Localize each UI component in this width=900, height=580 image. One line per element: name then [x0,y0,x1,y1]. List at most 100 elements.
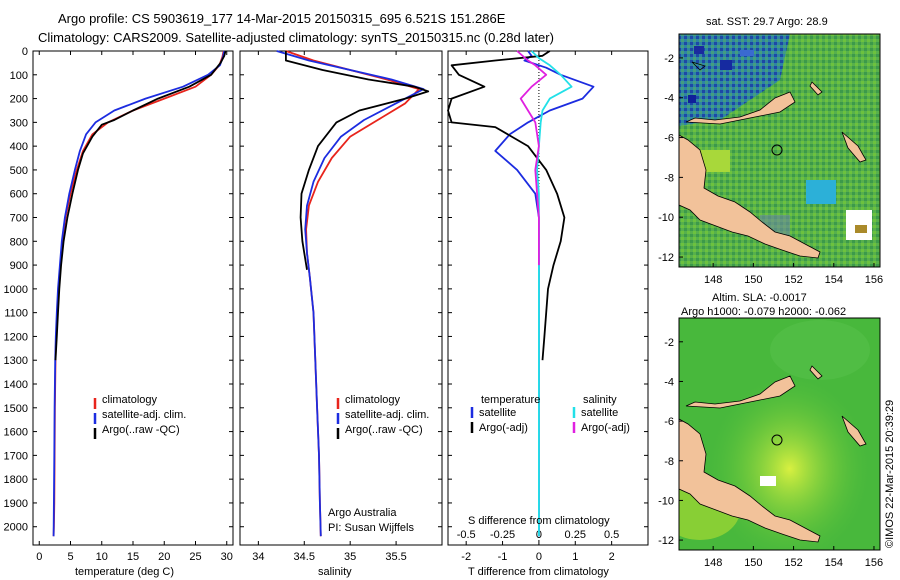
series-line-argo---raw--qc- [284,51,430,270]
argo-australia-label: Argo Australia [328,507,397,519]
top-x-tick-label: 0.5 [604,529,619,541]
x-tick-label: 10 [96,551,108,563]
map-x-tick-label: 156 [865,274,883,286]
map-y-tick-label: -4 [664,93,674,105]
depth-tick-label: 1500 [4,403,28,415]
credit-text: ©IMOS 22-Mar-2015 20:39:29 [884,400,896,548]
depth-tick-label: 1400 [4,379,28,391]
top-x-tick-label: -0.25 [490,529,515,541]
difference-axis-label: T difference from climatology [468,566,609,578]
map-x-tick-label: 156 [865,557,883,569]
x-tick-label: 1 [572,551,578,563]
salinity-axis-label: salinity [318,566,352,578]
sst-map-axes: 148 150 152 154 156 -2 -4 -6 -8 -10 -12 [658,53,883,286]
legend-climatology: climatology [345,394,401,406]
map-y-tick-label: -8 [664,456,674,468]
map-y-tick-label: -2 [664,337,674,349]
map-y-tick-label: -6 [664,416,674,428]
legend-satellite-adj: satellite-adj. clim. [345,409,429,421]
sla-map-axes: 148 150 152 154 156 -2 -4 -6 -8 -10 -12 [658,337,883,569]
depth-tick-label: 700 [10,213,28,225]
map-y-tick-label: -12 [658,252,674,264]
salinity-plot-frame [239,50,443,546]
depth-tick-label: 1000 [4,284,28,296]
x-tick-label: 0 [36,551,42,563]
x-tick-label: -2 [461,551,471,563]
temperature-axis-label: temperature (deg C) [75,566,174,578]
legend-salinity-heading: salinity [583,394,617,406]
map-y-tick-label: -8 [664,172,674,184]
depth-tick-label: 400 [10,141,28,153]
depth-tick-label: 1800 [4,474,28,486]
sst-map [679,34,880,267]
top-x-tick-label: -0.5 [457,529,476,541]
temperature-legend: climatology satellite-adj. clim. Argo(..… [93,394,186,439]
legend-s-argo: Argo(-adj) [581,422,630,434]
map-x-tick-label: 148 [704,274,722,286]
map-x-tick-label: 150 [744,274,762,286]
pi-label: PI: Susan Wijffels [328,522,414,534]
depth-tick-label: 2000 [4,522,28,534]
depth-tick-label: 1700 [4,450,28,462]
top-x-tick-label: 0.25 [565,529,586,541]
map-y-tick-label: -10 [658,495,674,507]
x-tick-label: -1 [498,551,508,563]
map-y-tick-label: -6 [664,133,674,145]
x-tick-label: 34.5 [294,551,315,563]
depth-tick-label: 1100 [4,308,28,320]
depth-tick-label: 600 [10,189,28,201]
depth-axis: 0 100 200 300 400 500 600 700 800 900 1000 1100 1200… [4,46,28,534]
x-tick-label: 35.5 [385,551,406,563]
difference-top-axis-label: S difference from climatology [468,515,610,527]
legend-temperature-heading: temperature [481,394,540,406]
x-tick-label: 5 [67,551,73,563]
x-tick-label: 15 [127,551,139,563]
depth-tick-label: 900 [10,260,28,272]
depth-tick-label: 500 [10,165,28,177]
sla-map-subtitle: Argo h1000: -0.079 h2000: -0.062 [681,306,846,318]
series-line-satellite-adj--clim- [276,50,425,537]
map-y-tick-label: -4 [664,376,674,388]
series-line-argo--adj- [447,50,566,361]
depth-tick-label: 1300 [4,355,28,367]
header-title: Argo profile: CS 5903619_177 14-Mar-2015… [58,11,506,26]
temperature-plot-frame [32,50,234,546]
difference-legend: temperature satellite Argo(-adj) salinit… [470,394,630,434]
sla-map-frame [678,317,881,551]
x-tick-label: 2 [609,551,615,563]
map-y-tick-label: -12 [658,535,674,547]
map-y-tick-label: -10 [658,212,674,224]
series-line-argo---raw--qc- [54,50,227,361]
map-x-tick-label: 152 [784,274,802,286]
x-tick-label: 0 [536,551,542,563]
x-tick-label: 30 [221,551,233,563]
map-x-tick-label: 150 [744,557,762,569]
map-x-tick-label: 152 [784,557,802,569]
legend-s-satellite: satellite [581,407,618,419]
x-tick-label: 34 [252,551,264,563]
map-x-tick-label: 148 [704,557,722,569]
sla-map-title: Altim. SLA: -0.0017 [712,292,807,304]
depth-tick-label: 1600 [4,427,28,439]
depth-tick-label: 800 [10,236,28,248]
depth-tick-label: 1200 [4,331,28,343]
legend-climatology: climatology [102,394,158,406]
depth-tick-label: 1900 [4,498,28,510]
x-tick-label: 20 [158,551,170,563]
depth-tick-label: 100 [10,70,28,82]
map-x-tick-label: 154 [825,557,843,569]
depth-tick-label: 300 [10,117,28,129]
sla-map [679,318,880,550]
legend-satellite-adj: satellite-adj. clim. [102,409,186,421]
depth-tick-label: 0 [22,46,28,58]
x-tick-label: 35 [344,551,356,563]
series-line-satellite-adj--clim- [52,50,226,537]
sst-map-frame [678,33,881,268]
header-subtitle: Climatology: CARS2009. Satellite-adjuste… [38,30,554,45]
depth-tick-label: 200 [10,94,28,106]
series-line-argo--adj- [516,50,548,266]
sst-map-title: sat. SST: 29.7 Argo: 28.9 [706,16,828,28]
legend-t-satellite: satellite [479,407,516,419]
legend-argo: Argo(..raw -QC) [345,424,423,436]
